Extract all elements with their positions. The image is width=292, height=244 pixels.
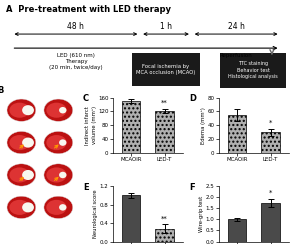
- Text: C: C: [83, 94, 89, 103]
- Ellipse shape: [9, 103, 30, 118]
- Text: **: **: [161, 216, 168, 222]
- Text: D: D: [189, 94, 196, 103]
- Text: 48 h: 48 h: [67, 21, 84, 30]
- FancyBboxPatch shape: [132, 52, 200, 86]
- Ellipse shape: [46, 103, 67, 118]
- Text: 24 h: 24 h: [228, 21, 245, 30]
- Ellipse shape: [7, 132, 36, 154]
- Ellipse shape: [9, 167, 30, 183]
- Y-axis label: Wire-grip test: Wire-grip test: [199, 196, 204, 232]
- Ellipse shape: [7, 196, 36, 219]
- Ellipse shape: [22, 170, 34, 180]
- Ellipse shape: [46, 135, 67, 150]
- Bar: [155, 229, 174, 242]
- Text: *: *: [269, 120, 272, 126]
- Ellipse shape: [7, 99, 36, 121]
- Text: Reperfusion: Reperfusion: [220, 53, 253, 58]
- Text: LED (610 nm)
Therapy
(20 min, twice/day): LED (610 nm) Therapy (20 min, twice/day): [49, 53, 103, 70]
- Text: **: **: [161, 100, 168, 106]
- FancyBboxPatch shape: [220, 52, 286, 88]
- Ellipse shape: [9, 135, 30, 150]
- Bar: [155, 111, 174, 153]
- Ellipse shape: [9, 200, 30, 215]
- Bar: [228, 115, 246, 153]
- Bar: [228, 219, 246, 242]
- Ellipse shape: [46, 200, 67, 215]
- Ellipse shape: [22, 105, 34, 115]
- Y-axis label: Indirect infarct
volume (mm³): Indirect infarct volume (mm³): [85, 106, 97, 145]
- Ellipse shape: [59, 107, 67, 113]
- Ellipse shape: [46, 167, 67, 183]
- Bar: [261, 132, 280, 153]
- Text: F: F: [189, 183, 195, 192]
- Ellipse shape: [59, 204, 67, 211]
- Text: E: E: [83, 183, 89, 192]
- Ellipse shape: [59, 172, 67, 178]
- Bar: [122, 195, 140, 242]
- Ellipse shape: [44, 99, 73, 121]
- Text: TTC staining
Behavior test
Histological analysis: TTC staining Behavior test Histological …: [228, 61, 278, 79]
- Y-axis label: Neurological score: Neurological score: [93, 190, 98, 238]
- Ellipse shape: [44, 196, 73, 219]
- Bar: [261, 203, 280, 242]
- Text: Focal ischemia by
MCA occlusion (MCAO): Focal ischemia by MCA occlusion (MCAO): [136, 64, 196, 75]
- Ellipse shape: [22, 202, 34, 213]
- Bar: [122, 101, 140, 153]
- Ellipse shape: [7, 164, 36, 186]
- Ellipse shape: [22, 138, 34, 148]
- Text: *: *: [269, 190, 272, 196]
- Ellipse shape: [44, 164, 73, 186]
- Y-axis label: Edema (mm³): Edema (mm³): [201, 107, 206, 144]
- Ellipse shape: [59, 139, 67, 146]
- Text: 1 h: 1 h: [160, 21, 172, 30]
- Text: A  Pre-treatment with LED therapy: A Pre-treatment with LED therapy: [6, 5, 171, 14]
- Ellipse shape: [44, 132, 73, 154]
- Text: B: B: [0, 86, 4, 95]
